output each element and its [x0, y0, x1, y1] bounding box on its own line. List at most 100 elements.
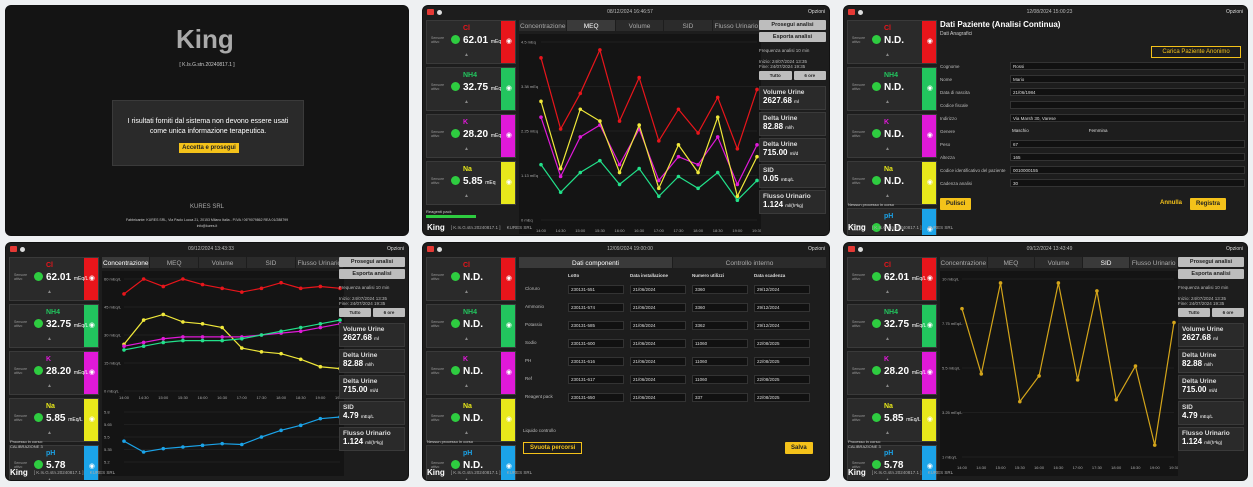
ion-card-ph[interactable]: ◉ Sensore attivo pH 5.78 ▲: [847, 445, 937, 480]
ion-card-k[interactable]: ◉ Sensore attivo K 28.20 mEq/L ▲: [9, 351, 99, 395]
eye-icon[interactable]: ◉: [926, 322, 933, 329]
tab-sid[interactable]: SID: [664, 20, 713, 31]
save-button[interactable]: Salva: [785, 442, 813, 454]
field-input[interactable]: 30: [1010, 179, 1245, 187]
ion-card-cl[interactable]: ◉ Sensore attivo Cl 62.01 mEq/L ▲: [9, 257, 99, 301]
tab-sid[interactable]: SID: [247, 257, 296, 268]
ion-card-na[interactable]: ◉ Sensore attivo Na 5.85 mEq/L ▲: [9, 398, 99, 442]
save-button[interactable]: Registra: [1190, 198, 1227, 210]
options-button[interactable]: Opzioni: [1226, 9, 1243, 15]
field-input[interactable]: 165: [1010, 153, 1245, 161]
six-hours-button[interactable]: 6 ore: [373, 308, 405, 317]
eye-icon[interactable]: ◉: [926, 416, 933, 423]
all-button[interactable]: Tutto: [1178, 308, 1210, 317]
clean-button[interactable]: Pulisci: [940, 198, 972, 210]
ion-card-k[interactable]: ◉ Sensore attivo K 28.20 mEq/L ▲: [847, 351, 937, 395]
eye-icon[interactable]: ◉: [88, 275, 95, 282]
eye-icon[interactable]: ◉: [88, 369, 95, 376]
options-button[interactable]: Opzioni: [808, 9, 825, 15]
tab-flusso-urinario[interactable]: Flusso Urinario: [712, 20, 762, 31]
all-button[interactable]: Tutto: [759, 71, 792, 80]
table-cell-lot[interactable]: 230131-551: [568, 285, 624, 294]
table-cell-lot[interactable]: 230131-650: [568, 393, 624, 402]
tab-meq[interactable]: MEQ: [987, 257, 1036, 268]
ion-card-na[interactable]: ◉ Sensore attivo Na N.D. ▲: [426, 398, 516, 442]
field-input[interactable]: [1010, 101, 1245, 109]
gender-female[interactable]: Femmina: [1088, 128, 1108, 133]
eye-icon[interactable]: ◉: [505, 179, 512, 186]
eye-icon[interactable]: ◉: [88, 416, 95, 423]
eye-icon[interactable]: ◉: [926, 463, 933, 470]
field-input[interactable]: 21/06/1984: [1010, 88, 1245, 96]
export-button[interactable]: Esporta analisi: [1178, 269, 1244, 279]
user-icon[interactable]: [858, 9, 863, 15]
eye-icon[interactable]: ◉: [505, 322, 512, 329]
accept-button[interactable]: Accetta e prosegui: [179, 143, 239, 153]
tab-components[interactable]: Dati componenti: [519, 257, 673, 268]
ion-card-na[interactable]: ◉ Sensore attivo Na 5.85 mEq/L ▲: [847, 398, 937, 442]
ion-card-k[interactable]: ◉ Sensore attivo K N.D. ▲: [426, 351, 516, 395]
gender-male[interactable]: Maschio: [1012, 128, 1029, 133]
tab-sid[interactable]: SID: [1082, 257, 1131, 268]
options-button[interactable]: Opzioni: [808, 246, 825, 252]
eye-icon[interactable]: ◉: [505, 85, 512, 92]
six-hours-button[interactable]: 6 ore: [1212, 308, 1244, 317]
user-icon[interactable]: [20, 246, 25, 252]
user-icon[interactable]: [437, 9, 442, 15]
tab-volume[interactable]: Volume: [198, 257, 248, 268]
field-input[interactable]: Rossi: [1010, 62, 1245, 70]
ion-card-k[interactable]: ◉ Sensore attivo K 28.20 mEq ▲: [426, 114, 516, 158]
ion-card-k[interactable]: ◉ Sensore attivo K N.D. ▲: [847, 114, 937, 158]
tab-concentrazione[interactable]: Concentrazione: [102, 257, 151, 268]
tab-internal-control[interactable]: Controllo interno: [673, 257, 827, 268]
eye-icon[interactable]: ◉: [926, 132, 933, 139]
ion-card-na[interactable]: ◉ Sensore attivo Na N.D. ▲: [847, 161, 937, 205]
six-hours-button[interactable]: 6 ore: [793, 71, 826, 80]
table-cell-lot[interactable]: 230131-617: [568, 375, 624, 384]
tab-volume[interactable]: Volume: [1035, 257, 1083, 268]
ion-card-nh4[interactable]: ◉ Sensore attivo NH4 32.75 mEq ▲: [426, 67, 516, 111]
eye-icon[interactable]: ◉: [926, 226, 933, 233]
ion-card-cl[interactable]: ◉ Sensore attivo Cl 62.01 mEq ▲: [426, 20, 516, 64]
eye-icon[interactable]: ◉: [926, 38, 933, 45]
proceed-button[interactable]: Prosegui analisi: [759, 20, 826, 30]
eye-icon[interactable]: ◉: [926, 179, 933, 186]
eye-icon[interactable]: ◉: [505, 275, 512, 282]
ion-card-nh4[interactable]: ◉ Sensore attivo NH4 32.75 mEq/L ▲: [847, 304, 937, 348]
field-input[interactable]: 67: [1010, 140, 1245, 148]
options-button[interactable]: Opzioni: [387, 246, 404, 252]
tab-concentrazione[interactable]: Concentrazione: [940, 257, 988, 268]
user-icon[interactable]: [437, 246, 442, 252]
field-input[interactable]: 0010000155: [1010, 166, 1245, 174]
empty-paths-button[interactable]: Svuota percorsi: [523, 442, 583, 454]
eye-icon[interactable]: ◉: [505, 369, 512, 376]
tab-meq[interactable]: MEQ: [150, 257, 199, 268]
user-icon[interactable]: [858, 246, 863, 252]
eye-icon[interactable]: ◉: [926, 85, 933, 92]
tab-flusso-urinario[interactable]: Flusso Urinario: [1130, 257, 1178, 268]
table-cell-lot[interactable]: 230131-585: [568, 321, 624, 330]
tab-flusso-urinario[interactable]: Flusso Urinario: [295, 257, 345, 268]
tab-meq[interactable]: MEQ: [567, 20, 616, 31]
tab-volume[interactable]: Volume: [615, 20, 665, 31]
ion-card-ph[interactable]: ◉ Sensore attivo pH 5.78 ▲: [9, 445, 99, 480]
load-anon-button[interactable]: Carica Paziente Anonimo: [1151, 46, 1241, 58]
field-input[interactable]: Maschio Femmina: [1010, 127, 1245, 135]
table-cell-lot[interactable]: 230131-616: [568, 357, 624, 366]
eye-icon[interactable]: ◉: [88, 463, 95, 470]
ion-card-cl[interactable]: ◉ Sensore attivo Cl N.D. ▲: [426, 257, 516, 301]
eye-icon[interactable]: ◉: [926, 369, 933, 376]
export-button[interactable]: Esporta analisi: [759, 32, 826, 42]
table-cell-lot[interactable]: 230131-574: [568, 303, 624, 312]
eye-icon[interactable]: ◉: [505, 463, 512, 470]
table-cell-lot[interactable]: 230131-600: [568, 339, 624, 348]
cancel-button[interactable]: Annulla: [1160, 200, 1182, 206]
export-button[interactable]: Esporta analisi: [339, 269, 405, 279]
ion-card-cl[interactable]: ◉ Sensore attivo Cl N.D. ▲: [847, 20, 937, 64]
eye-icon[interactable]: ◉: [88, 322, 95, 329]
field-input[interactable]: Via Marsh 30, Varese: [1010, 114, 1245, 122]
ion-card-nh4[interactable]: ◉ Sensore attivo NH4 N.D. ▲: [426, 304, 516, 348]
options-button[interactable]: Opzioni: [1226, 246, 1243, 252]
